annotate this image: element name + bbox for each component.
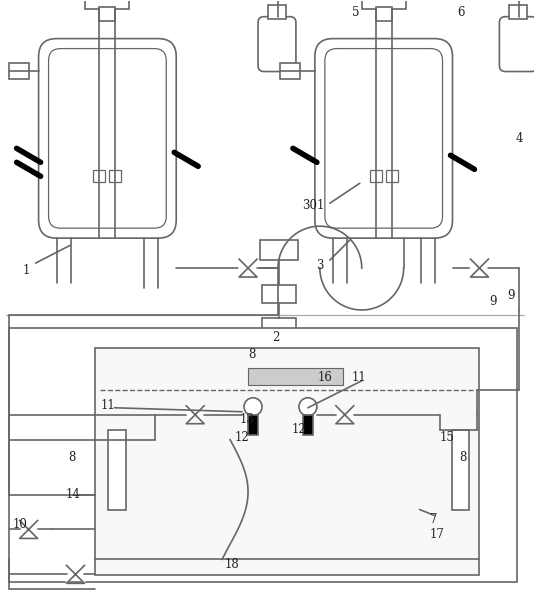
FancyBboxPatch shape [49,49,166,228]
FancyBboxPatch shape [499,17,535,72]
Text: 13: 13 [240,413,255,426]
Bar [376,7,392,20]
Text: 6: 6 [457,6,465,19]
Bar [280,63,300,78]
Bar [110,170,121,182]
Text: 12: 12 [292,423,307,436]
Bar [260,240,298,260]
Text: 3: 3 [316,259,323,272]
FancyBboxPatch shape [315,39,453,238]
Text: 5: 5 [352,6,360,19]
Text: 10: 10 [13,518,27,531]
Polygon shape [66,565,75,583]
Bar [386,170,398,182]
Polygon shape [20,521,28,538]
Bar [262,318,296,334]
Text: 15: 15 [440,431,454,444]
Bar [95,348,479,576]
Polygon shape [28,521,37,538]
Text: 8: 8 [460,451,467,464]
Bar [109,430,126,509]
Text: 8: 8 [68,451,76,464]
Text: 301: 301 [302,199,324,212]
Text: 14: 14 [65,488,80,501]
Bar [100,7,116,20]
Bar [86,0,129,8]
Bar [452,430,470,509]
Polygon shape [470,259,479,277]
FancyBboxPatch shape [325,49,442,228]
Bar [262,285,296,303]
FancyBboxPatch shape [258,17,296,72]
Bar [303,415,313,435]
Text: 7: 7 [430,513,437,526]
Circle shape [244,398,262,416]
Polygon shape [336,406,345,424]
Text: 2: 2 [272,332,279,344]
Bar [370,170,381,182]
Bar [362,0,406,8]
Text: 4: 4 [515,132,523,145]
Polygon shape [345,406,354,424]
Bar [94,170,105,182]
Text: 11: 11 [101,399,115,412]
Text: 18: 18 [225,558,240,571]
Bar [248,415,258,435]
Polygon shape [186,406,195,424]
Polygon shape [479,259,488,277]
Text: 16: 16 [318,371,333,384]
Bar [509,5,528,19]
Text: 9: 9 [507,288,515,302]
Circle shape [299,398,317,416]
Text: 8: 8 [248,349,255,361]
Bar [9,328,517,582]
Text: 9: 9 [490,296,497,308]
Text: 1: 1 [22,264,30,276]
Text: 12: 12 [235,431,250,444]
Polygon shape [75,565,85,583]
Bar [9,63,28,78]
FancyBboxPatch shape [39,39,176,238]
Text: 11: 11 [352,371,366,384]
Polygon shape [239,259,248,277]
Bar [248,368,343,385]
Polygon shape [195,406,204,424]
Polygon shape [248,259,257,277]
Bar [268,5,286,19]
Text: 17: 17 [430,528,445,541]
